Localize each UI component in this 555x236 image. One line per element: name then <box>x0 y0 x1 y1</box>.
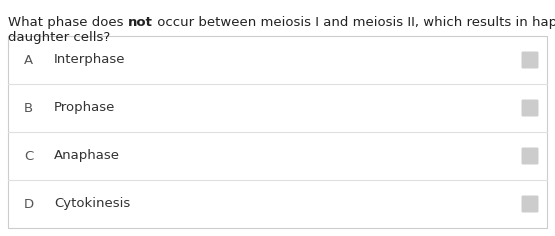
Text: C: C <box>24 149 33 163</box>
Text: What phase does: What phase does <box>8 16 128 29</box>
Text: not: not <box>128 16 153 29</box>
Text: Anaphase: Anaphase <box>54 149 120 163</box>
Text: daughter cells?: daughter cells? <box>8 31 110 44</box>
FancyBboxPatch shape <box>522 148 538 164</box>
Text: Interphase: Interphase <box>54 54 125 67</box>
FancyBboxPatch shape <box>522 195 538 212</box>
Text: Cytokinesis: Cytokinesis <box>54 198 130 211</box>
Text: occur between meiosis I and meiosis II, which results in haploid: occur between meiosis I and meiosis II, … <box>153 16 555 29</box>
Bar <box>8 36 547 228</box>
Text: A: A <box>24 54 33 67</box>
FancyBboxPatch shape <box>522 100 538 117</box>
Text: D: D <box>24 198 34 211</box>
Text: B: B <box>24 101 33 114</box>
FancyBboxPatch shape <box>522 51 538 68</box>
Text: Prophase: Prophase <box>54 101 115 114</box>
